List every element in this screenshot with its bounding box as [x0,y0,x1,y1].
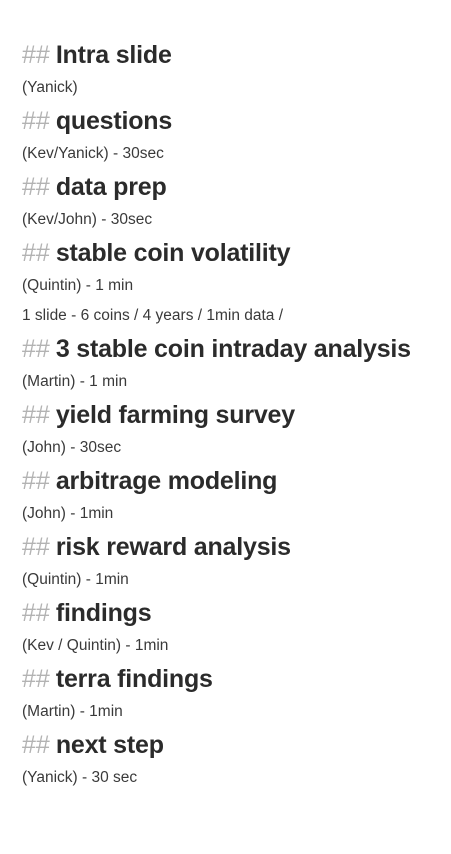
heading-marker: ## [22,335,50,363]
section-findings: ## findings (Kev / Quintin) - 1min [22,595,447,661]
heading-marker: ## [22,665,50,693]
heading-title: stable coin volatility [55,239,291,267]
section-note: (Kev/John) - 30sec [22,211,153,228]
section-data-prep: ## data prep (Kev/John) - 30sec [22,169,447,235]
section-heading: ## next step [22,727,447,763]
section-heading: ## stable coin volatility [22,235,447,271]
heading-marker: ## [22,599,50,627]
document-body[interactable]: ## Intra slide (Yanick) ## questions (Kev/… [22,37,447,793]
section-note: (Kev/Yanick) - 30sec [22,145,164,162]
section-terra-findings: ## terra findings (Martin) - 1min [22,661,447,727]
heading-title: findings [55,599,152,627]
section-yield-farming-survey: ## yield farming survey (John) - 30sec [22,397,447,463]
heading-marker: ## [22,467,50,495]
section-heading: ## yield farming survey [22,397,447,433]
section-risk-reward-analysis: ## risk reward analysis (Quintin) - 1min [22,529,447,595]
section-stable-coin-volatility: ## stable coin volatility (Quintin) - 1 m… [22,235,447,331]
section-note: (Yanick) [22,79,78,96]
section-intraday-analysis: ## 3 stable coin intraday analysis (Marti… [22,331,447,397]
heading-title: Intra slide [55,41,172,69]
section-heading: ## data prep [22,169,447,205]
section-note: (John) - 30sec [22,439,122,456]
heading-marker: ## [22,41,50,69]
heading-title: questions [55,107,173,135]
heading-marker: ## [22,731,50,759]
section-note: (Quintin) - 1min [22,571,129,588]
section-heading: ## arbitrage modeling [22,463,447,499]
heading-marker: ## [22,173,50,201]
section-heading: ## terra findings [22,661,447,697]
section-heading: ## findings [22,595,447,631]
section-heading: ## questions [22,103,447,139]
section-next-step: ## next step (Yanick) - 30 sec [22,727,447,793]
heading-title: 3 stable coin intraday analysis [55,335,411,363]
section-note: (John) - 1min [22,505,114,522]
section-questions: ## questions (Kev/Yanick) - 30sec [22,103,447,169]
section-note: (Martin) - 1 min [22,373,128,390]
section-arbitrage-modeling: ## arbitrage modeling (John) - 1min [22,463,447,529]
heading-title: next step [55,731,164,759]
heading-title: yield farming survey [55,401,295,429]
section-note: (Quintin) - 1 min [22,277,134,294]
heading-marker: ## [22,401,50,429]
heading-title: data prep [55,173,167,201]
section-note: (Yanick) - 30 sec [22,769,138,786]
heading-title: risk reward analysis [55,533,291,561]
section-heading: ## 3 stable coin intraday analysis [22,331,447,367]
heading-marker: ## [22,239,50,267]
section-note: (Martin) - 1min [22,703,123,720]
heading-marker: ## [22,107,50,135]
section-heading: ## risk reward analysis [22,529,447,565]
section-note: (Kev / Quintin) - 1min [22,637,169,654]
section-heading: ## Intra slide [22,37,447,73]
heading-title: arbitrage modeling [55,467,278,495]
heading-title: terra findings [55,665,213,693]
section-note: 1 slide - 6 coins / 4 years / 1min data … [22,307,284,324]
heading-marker: ## [22,533,50,561]
section-intra-slide: ## Intra slide (Yanick) [22,37,447,103]
